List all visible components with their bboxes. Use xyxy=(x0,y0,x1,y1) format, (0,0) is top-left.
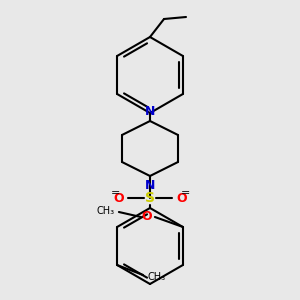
Text: CH₃: CH₃ xyxy=(97,206,115,216)
Text: N: N xyxy=(145,179,155,192)
Text: O: O xyxy=(141,211,152,224)
Text: =: = xyxy=(180,188,190,198)
Text: S: S xyxy=(145,191,155,205)
Text: =: = xyxy=(110,188,120,198)
Text: CH₃: CH₃ xyxy=(147,272,165,282)
Text: O: O xyxy=(113,191,124,205)
Text: O: O xyxy=(176,191,187,205)
Text: N: N xyxy=(145,105,155,118)
